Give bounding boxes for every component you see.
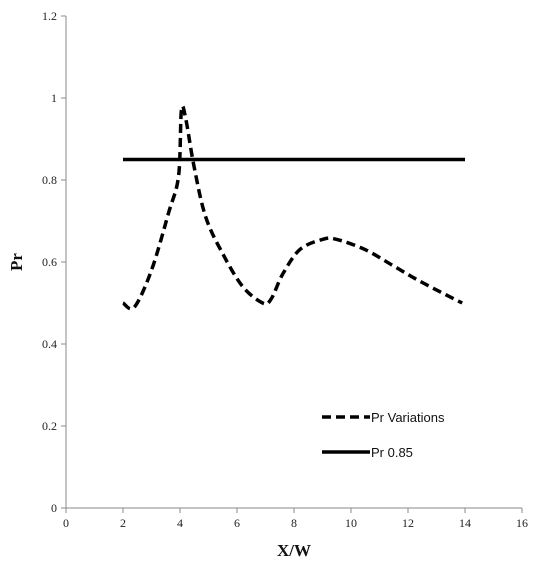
x-tick-label: 0	[63, 516, 69, 530]
y-tick-label: 0.8	[42, 173, 57, 187]
plot-area: 0 2 4 6 8 10 12 14 16 0 0.2 0.4 0.6 0.8 1 1.2	[42, 9, 528, 530]
legend-label-pr-0-85: Pr 0.85	[371, 445, 413, 460]
y-tick-label: 0.6	[42, 255, 57, 269]
y-tick-label: 1	[51, 91, 57, 105]
y-tick-label: 1.2	[42, 9, 57, 23]
legend: Pr Variations Pr 0.85	[322, 410, 445, 460]
y-axis-title: Pr	[7, 253, 26, 271]
x-tick-label: 6	[234, 516, 240, 530]
legend-item-pr-variations: Pr Variations	[322, 410, 445, 425]
series-layer	[121, 104, 465, 311]
y-tick-label: 0.4	[42, 337, 57, 351]
y-tick-label: 0	[51, 501, 57, 515]
x-tick-label: 8	[291, 516, 297, 530]
series-line-pr-variations	[121, 104, 463, 311]
x-axis-title: X/W	[277, 541, 311, 560]
y-tick-label: 0.2	[42, 419, 57, 433]
x-tick-label: 12	[402, 516, 414, 530]
legend-item-pr-0-85: Pr 0.85	[322, 445, 413, 460]
x-tick-label: 2	[120, 516, 126, 530]
x-ticks: 0 2 4 6 8 10 12 14 16	[63, 508, 528, 530]
x-tick-label: 14	[459, 516, 471, 530]
x-tick-label: 4	[177, 516, 183, 530]
legend-label-pr-variations: Pr Variations	[371, 410, 445, 425]
x-tick-label: 16	[516, 516, 528, 530]
y-ticks: 0 0.2 0.4 0.6 0.8 1 1.2	[42, 9, 66, 515]
x-tick-label: 10	[345, 516, 357, 530]
